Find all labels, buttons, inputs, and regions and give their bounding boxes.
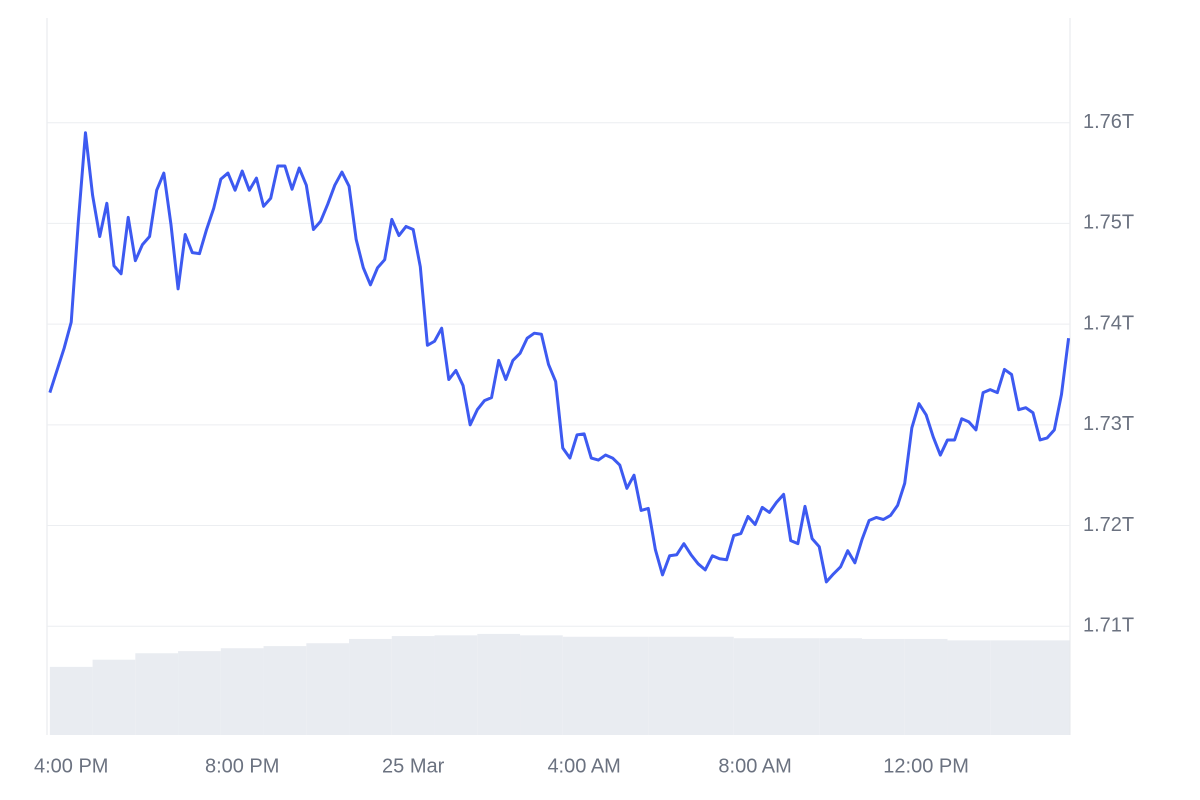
x-tick-label: 12:00 PM (883, 755, 969, 777)
y-tick-label: 1.74T (1083, 312, 1134, 334)
y-tick-label: 1.72T (1083, 514, 1134, 536)
volume-bar (605, 636, 649, 735)
volume-bar (691, 636, 734, 735)
x-tick-label: 4:00 AM (547, 755, 620, 777)
volume-bar (562, 636, 606, 735)
volume-bar (92, 659, 136, 735)
volume-bar (990, 640, 1033, 735)
volume-bar (648, 636, 692, 735)
x-tick-label: 8:00 AM (718, 755, 791, 777)
volume-bar (49, 666, 93, 735)
price-line (48, 131, 1071, 584)
volume-bar (434, 635, 478, 735)
volume-bar (306, 643, 350, 735)
volume-bar (477, 633, 521, 735)
volume-bar (220, 648, 264, 735)
volume-bar (776, 638, 820, 735)
volume-bar (861, 638, 905, 735)
volume-bar (263, 646, 307, 735)
volume-bar (520, 635, 563, 735)
y-tick-label: 1.75T (1083, 212, 1134, 234)
y-tick-label: 1.76T (1083, 111, 1134, 133)
volume-bar (349, 638, 392, 735)
x-tick-label: 4:00 PM (34, 755, 108, 777)
x-tick-label: 25 Mar (382, 755, 445, 777)
volume-bar (135, 653, 179, 735)
y-tick-label: 1.71T (1083, 615, 1134, 637)
x-tick-label: 8:00 PM (205, 755, 279, 777)
volume-bar (904, 638, 948, 735)
volume-bar (391, 636, 435, 735)
volume-bar (178, 651, 221, 735)
volume-bar (733, 638, 777, 735)
volume-bar (947, 640, 991, 735)
y-tick-label: 1.73T (1083, 413, 1134, 435)
volume-bar (819, 638, 862, 735)
volume-bar (1032, 640, 1070, 735)
